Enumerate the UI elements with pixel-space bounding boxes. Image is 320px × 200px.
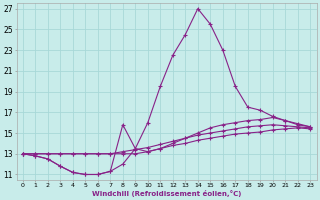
- X-axis label: Windchill (Refroidissement éolien,°C): Windchill (Refroidissement éolien,°C): [92, 190, 241, 197]
